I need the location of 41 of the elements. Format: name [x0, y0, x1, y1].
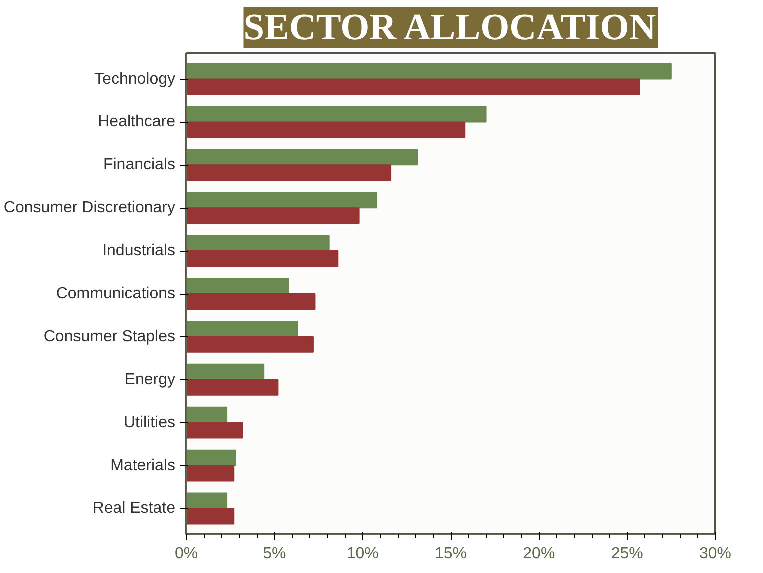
y-tick-label: Consumer Discretionary — [4, 200, 176, 217]
y-tick-label: Utilities — [124, 414, 176, 432]
x-tick-label: 25% — [611, 546, 644, 562]
x-tick-label: 15% — [434, 546, 468, 562]
y-tick-label: Energy — [124, 371, 176, 388]
y-tick-label: Technology — [94, 70, 176, 88]
y-tick-label: Financials — [103, 156, 176, 174]
bar — [186, 122, 466, 138]
bar — [186, 320, 298, 338]
bar — [186, 508, 235, 525]
y-tick-label: Consumer Staples — [44, 328, 176, 346]
bar — [186, 364, 265, 380]
y-tick-label: Healthcare — [98, 114, 176, 131]
bar — [186, 106, 487, 123]
bar — [186, 63, 672, 80]
bar — [186, 465, 235, 482]
x-tick-label: 5% — [263, 546, 286, 562]
bar — [186, 379, 279, 396]
bar — [186, 78, 640, 96]
bar — [186, 235, 330, 252]
bar — [186, 278, 290, 294]
bar — [186, 294, 316, 310]
x-tick-label: 0% — [174, 546, 198, 562]
chart-title: SECTOR ALLOCATION — [244, 8, 656, 48]
bar — [186, 149, 418, 166]
bar — [186, 164, 392, 182]
y-tick-label: Real Estate — [92, 500, 176, 518]
y-tick-label: Materials — [110, 457, 176, 474]
y-tick-label: Communications — [56, 286, 176, 302]
x-tick-label: 30% — [699, 546, 732, 562]
bar — [186, 406, 228, 424]
bar — [186, 336, 314, 353]
bar — [186, 422, 244, 439]
bar — [186, 492, 228, 510]
bar — [186, 250, 339, 268]
bar — [186, 450, 236, 466]
x-tick-label: 10% — [346, 546, 379, 562]
x-tick-label: 20% — [523, 546, 556, 562]
bar — [186, 208, 360, 224]
y-tick-label: Industrials — [102, 242, 176, 260]
bar — [186, 192, 378, 209]
